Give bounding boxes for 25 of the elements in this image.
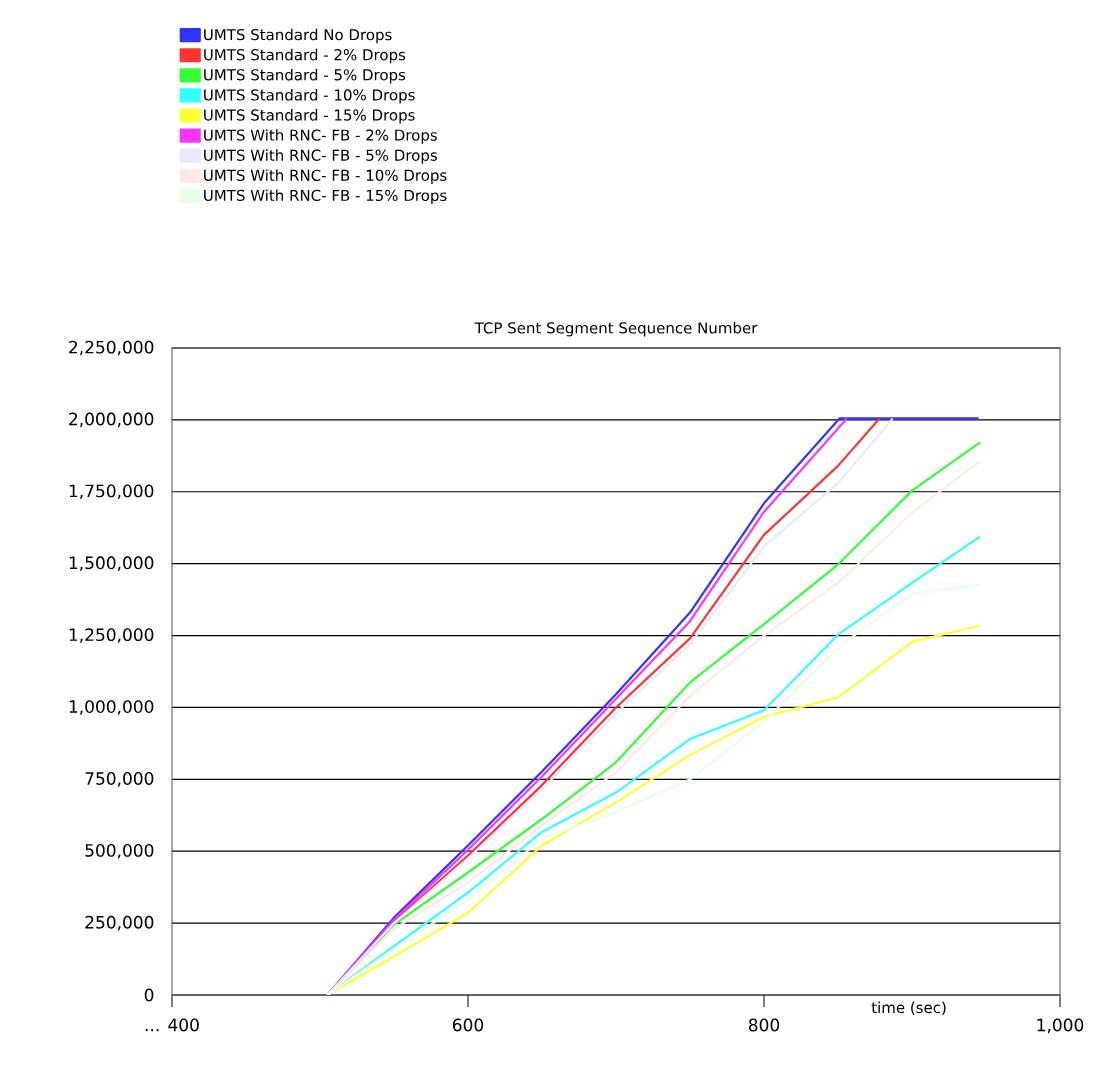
legend-label: UMTS With RNC- FB - 10% Drops xyxy=(204,169,447,184)
y-tick-label: 1,500,000 xyxy=(69,556,154,571)
y-tick-label: 500,000 xyxy=(85,843,154,859)
y-tick-label: 750,000 xyxy=(85,772,154,787)
y-tick-label: 2,250,000 xyxy=(69,340,154,356)
y-tick-label: 0 xyxy=(144,988,154,1002)
y-tick-label: 1,750,000 xyxy=(69,484,154,500)
legend-label: UMTS Standard - 10% Drops xyxy=(204,88,415,104)
legend-label: UMTS Standard - 5% Drops xyxy=(204,68,406,84)
legend-label: UMTS Standard No Drops xyxy=(204,28,392,44)
x-tick-label: 800 xyxy=(748,1018,780,1032)
legend-label: UMTS Standard - 2% Drops xyxy=(204,48,406,64)
y-tick-label: 1,250,000 xyxy=(69,628,154,643)
legend-label: UMTS With RNC- FB - 2% Drops xyxy=(204,129,437,144)
legend-label: UMTS With RNC- FB - 15% Drops xyxy=(204,189,447,204)
y-tick-label: 250,000 xyxy=(85,915,154,931)
chart-title: TCP Sent Segment Sequence Number xyxy=(474,321,758,337)
x-tick-label: 1,000 xyxy=(1037,1018,1084,1034)
x-tick-label: 600 xyxy=(452,1018,484,1032)
y-tick-label: 2,000,000 xyxy=(69,412,154,428)
legend-label: UMTS Standard - 15% Drops xyxy=(204,109,415,124)
y-tick-label: 1,000,000 xyxy=(69,700,154,715)
x-tick-label: ... 400 xyxy=(145,1018,199,1032)
x-axis-title: time (sec) xyxy=(871,1001,946,1015)
legend-label: UMTS With RNC- FB - 5% Drops xyxy=(204,149,437,164)
